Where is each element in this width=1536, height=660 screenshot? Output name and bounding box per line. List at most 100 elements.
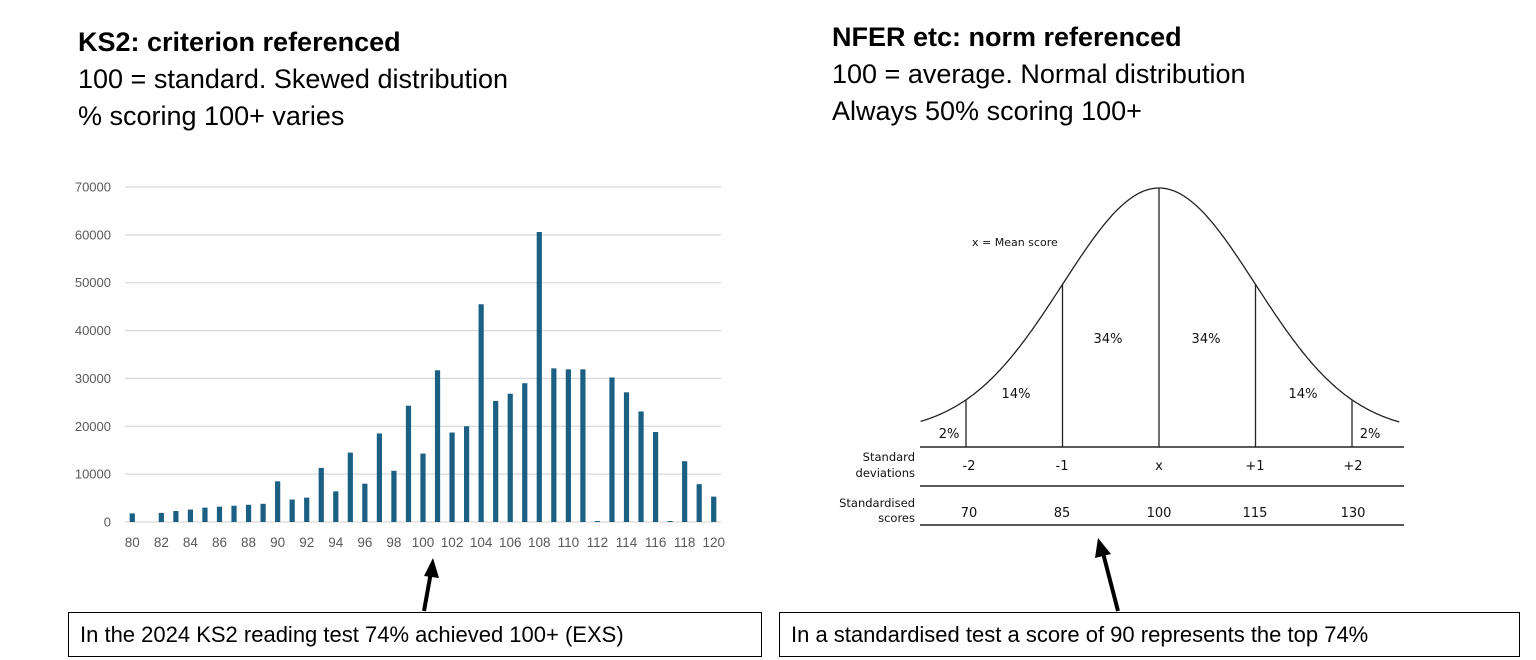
mean-label: x = Mean score: [972, 236, 1058, 249]
bar-105: [493, 400, 499, 522]
segment-percent: 2%: [939, 427, 960, 442]
x-tick-label: 112: [587, 535, 609, 550]
y-tick-label: 0: [104, 515, 111, 530]
bar-85: [202, 507, 208, 522]
bar-106: [507, 393, 513, 522]
bar-119: [696, 484, 702, 522]
bar-107: [522, 383, 528, 522]
x-tick-label: 102: [441, 535, 464, 550]
x-tick-label: 116: [645, 535, 667, 550]
score-row-label: Standardised: [839, 496, 915, 510]
bar-97: [376, 433, 382, 522]
left-heading: KS2: criterion referenced 100 = standard…: [78, 24, 508, 135]
sd-row-label: Standard: [863, 450, 915, 464]
bar-92: [304, 497, 310, 522]
bar-89: [260, 503, 266, 522]
x-tick-label: 108: [528, 535, 551, 550]
x-tick-label: 114: [616, 535, 638, 550]
bar-112: [594, 521, 601, 522]
bar-96: [362, 483, 368, 522]
y-tick-label: 60000: [75, 227, 111, 242]
callout-left: In the 2024 KS2 reading test 74% achieve…: [68, 612, 762, 657]
right-heading: NFER etc: norm referenced 100 = average.…: [832, 19, 1245, 130]
x-tick-label: 98: [386, 535, 401, 550]
y-tick-label: 20000: [75, 419, 111, 434]
callout-right: In a standardised test a score of 90 rep…: [779, 612, 1520, 657]
bar-109: [551, 368, 557, 522]
bar-113: [609, 377, 615, 522]
bar-103: [464, 426, 470, 522]
bar-86: [216, 506, 223, 522]
bar-84: [187, 509, 194, 522]
bar-93: [318, 467, 324, 522]
right-heading-title: NFER etc: norm referenced: [832, 22, 1182, 52]
segment-percent: 2%: [1360, 427, 1381, 442]
bar-120: [711, 496, 717, 522]
y-tick-label: 40000: [75, 323, 111, 338]
bar-80: [129, 513, 135, 522]
left-heading-line2: % scoring 100+ varies: [78, 101, 345, 131]
bar-95: [347, 452, 353, 522]
x-tick-label: 96: [357, 535, 372, 550]
left-heading-title: KS2: criterion referenced: [78, 27, 401, 57]
x-tick-label: 110: [558, 535, 580, 550]
left-heading-line1: 100 = standard. Skewed distribution: [78, 64, 509, 94]
bar-87: [231, 505, 237, 522]
x-tick-label: 90: [270, 535, 285, 550]
bar-91: [289, 499, 295, 522]
segment-percent: 14%: [1289, 387, 1318, 402]
bar-101: [434, 370, 441, 522]
bar-110: [565, 369, 571, 522]
x-tick-label: 86: [212, 535, 227, 550]
score-value: 70: [961, 506, 978, 521]
x-tick-label: 80: [125, 535, 140, 550]
x-tick-label: 100: [412, 535, 435, 550]
bar-94: [333, 491, 339, 522]
y-tick-label: 10000: [75, 467, 111, 482]
bar-82: [158, 512, 164, 522]
score-row-label: scores: [878, 511, 915, 525]
bar-100: [420, 453, 426, 522]
x-tick-label: 94: [328, 535, 344, 550]
right-heading-line2: Always 50% scoring 100+: [832, 96, 1142, 126]
bar-90: [275, 481, 281, 522]
segment-percent: 14%: [1002, 387, 1031, 402]
score-value: 85: [1054, 506, 1071, 521]
score-value: 100: [1147, 506, 1172, 521]
x-tick-label: 106: [499, 535, 522, 550]
sd-value: +1: [1245, 459, 1264, 474]
bar-104: [478, 304, 484, 522]
bell-curve: [920, 187, 1400, 423]
x-tick-label: 104: [470, 535, 493, 550]
x-tick-label: 82: [154, 535, 169, 550]
bar-111: [580, 369, 586, 522]
x-tick-label: 92: [299, 535, 314, 550]
sd-value: -2: [963, 459, 976, 474]
segment-percent: 34%: [1192, 332, 1221, 347]
segment-percent: 34%: [1094, 332, 1123, 347]
sd-value: +2: [1343, 459, 1362, 474]
bar-116: [652, 432, 659, 522]
y-tick-label: 50000: [75, 275, 111, 290]
bar-99: [405, 405, 412, 522]
sd-row-label: deviations: [856, 466, 915, 480]
sd-value: x: [1155, 459, 1163, 474]
bar-83: [173, 510, 179, 522]
bar-102: [449, 432, 455, 522]
y-tick-label: 70000: [75, 180, 111, 195]
x-tick-label: 84: [183, 535, 199, 550]
bar-118: [682, 461, 688, 522]
x-tick-label: 88: [241, 535, 256, 550]
sd-value: -1: [1056, 459, 1069, 474]
score-value: 115: [1243, 506, 1268, 521]
bar-88: [245, 504, 252, 522]
arrow-left: [422, 558, 439, 612]
bar-98: [391, 470, 397, 522]
bar-108: [536, 231, 542, 522]
bar-114: [623, 392, 630, 522]
arrow-right: [1095, 538, 1120, 612]
x-tick-label: 118: [674, 535, 696, 550]
